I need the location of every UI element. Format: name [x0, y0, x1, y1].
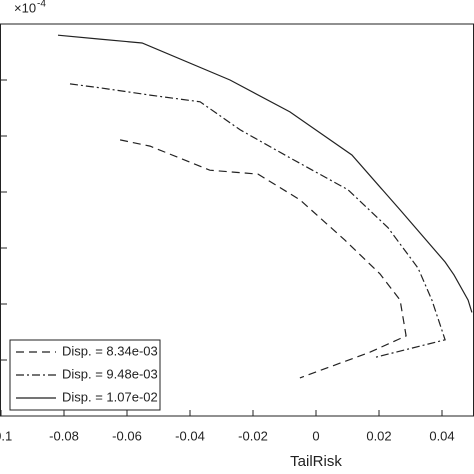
series-line — [69, 83, 446, 358]
x-axis-label: TailRisk — [290, 453, 342, 470]
x-tick-label: 0.02 — [366, 428, 391, 443]
legend-label: Disp. = 8.34e-03 — [62, 343, 158, 358]
x-tick-label: -0.02 — [238, 428, 268, 443]
x-tick-label: -0.1 — [0, 428, 12, 443]
legend-label: Disp. = 9.48e-03 — [62, 366, 158, 381]
x-tick-label: 0 — [312, 428, 319, 443]
series-line — [57, 34, 473, 313]
legend-label: Disp. = 1.07e-02 — [62, 389, 158, 404]
x-tick-label: -0.06 — [112, 428, 142, 443]
y-multiplier: ×10 — [14, 0, 36, 15]
y-exponent: -4 — [37, 0, 46, 10]
series-line — [119, 139, 407, 379]
x-tick-label: -0.08 — [49, 428, 79, 443]
x-tick-label: 0.04 — [429, 428, 454, 443]
x-tick-label: -0.04 — [175, 428, 205, 443]
